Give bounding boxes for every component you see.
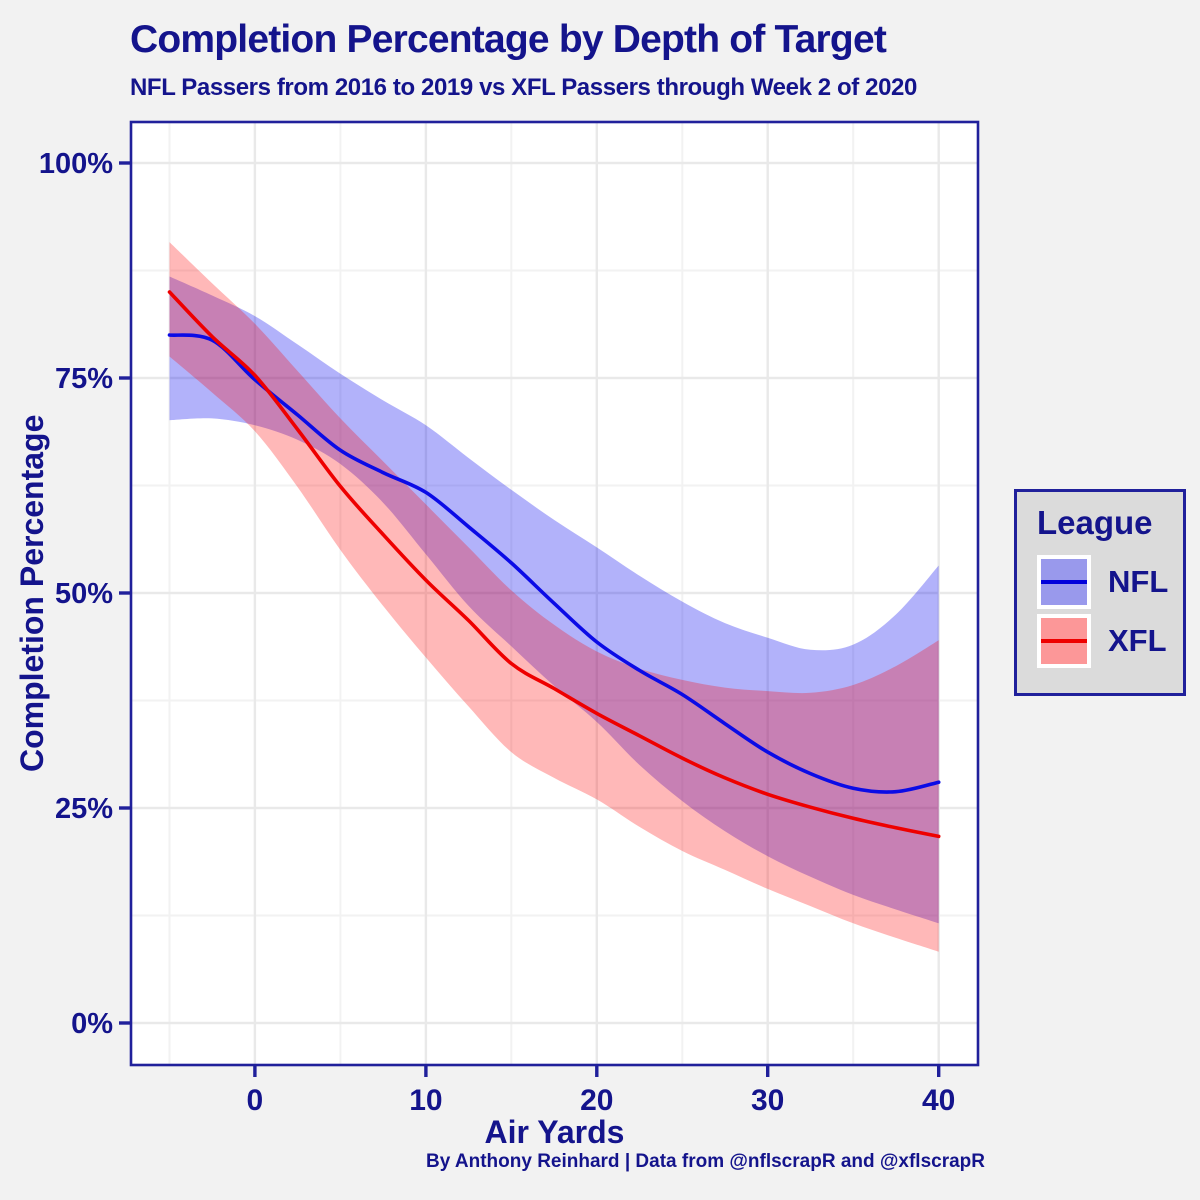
chart-caption: By Anthony Reinhard | Data from @nflscra… — [426, 1151, 985, 1172]
nfl-key-line-icon — [1041, 580, 1087, 584]
y-tick-label: 50% — [55, 578, 113, 610]
y-tick-label: 25% — [55, 793, 113, 825]
x-tick-label: 40 — [922, 1084, 955, 1117]
y-tick-label: 0% — [71, 1008, 113, 1040]
x-tick-label: 0 — [247, 1084, 264, 1117]
chart-title: Completion Percentage by Depth of Target — [130, 18, 887, 61]
legend-item-xfl: XFL — [1037, 614, 1183, 668]
legend-title: League — [1037, 504, 1153, 541]
nfl-key-swatch — [1037, 555, 1091, 609]
y-tick-label: 100% — [39, 148, 113, 180]
legend: League NFL XFL — [1014, 489, 1186, 696]
xfl-key-swatch — [1037, 614, 1091, 668]
xfl-key-line-icon — [1041, 639, 1087, 643]
xfl-confidence-band — [169, 242, 939, 952]
xfl-trend-line — [167, 290, 941, 839]
y-axis-title: Completion Percentage — [14, 414, 50, 773]
x-tick-label: 10 — [409, 1084, 442, 1117]
y-tick-label: 75% — [55, 363, 113, 395]
x-tick-label: 30 — [751, 1084, 784, 1117]
legend-label-xfl: XFL — [1108, 623, 1167, 658]
legend-label-nfl: NFL — [1108, 564, 1169, 599]
x-tick-label: 20 — [580, 1084, 613, 1117]
nfl-confidence-band — [169, 276, 939, 924]
x-axis-title: Air Yards — [484, 1114, 625, 1150]
nfl-trend-line — [167, 333, 941, 794]
legend-item-nfl: NFL — [1037, 555, 1183, 609]
chart-subtitle: NFL Passers from 2016 to 2019 vs XFL Pas… — [130, 74, 917, 101]
